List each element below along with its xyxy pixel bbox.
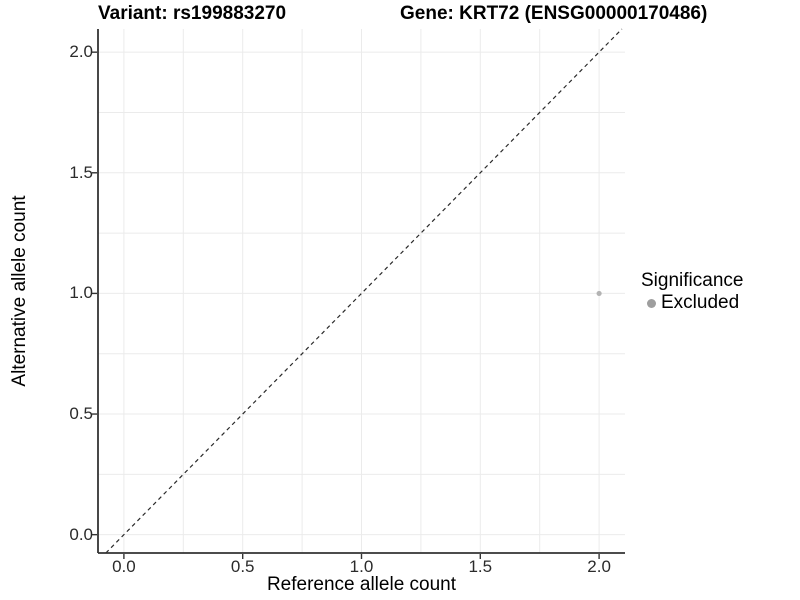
legend-item-label: Excluded (661, 292, 740, 313)
x-tick-label: 0.0 (112, 557, 136, 576)
y-tick-label: 1.0 (69, 283, 93, 303)
y-axis-title: Alternative allele count (9, 195, 30, 387)
y-tick-label: 1.5 (69, 162, 93, 182)
data-point (596, 290, 602, 297)
x-tick-label: 0.5 (230, 557, 255, 576)
x-tick-label: 1.5 (468, 557, 493, 576)
x-axis-title: Reference allele count (266, 574, 457, 595)
x-tick-label: 1.0 (349, 557, 374, 576)
legend-items: Excluded (641, 292, 743, 314)
legend-item: Excluded (641, 292, 743, 314)
legend: Significance Excluded (641, 270, 743, 314)
plot-title-variant: Variant: rs199883270 (98, 3, 287, 24)
identity-reference-line (105, 28, 623, 554)
x-tick-label: 2.0 (587, 557, 611, 576)
legend-title: Significance (641, 270, 744, 291)
legend-point-icon (646, 298, 656, 308)
y-tick-label: 2.0 (69, 42, 93, 62)
y-tick-label: 0.5 (69, 404, 93, 424)
plot-title-gene: Gene: KRT72 (ENSG00000170486) (400, 3, 708, 24)
y-tick-label: 0.0 (69, 524, 93, 544)
legend-key (641, 293, 661, 313)
